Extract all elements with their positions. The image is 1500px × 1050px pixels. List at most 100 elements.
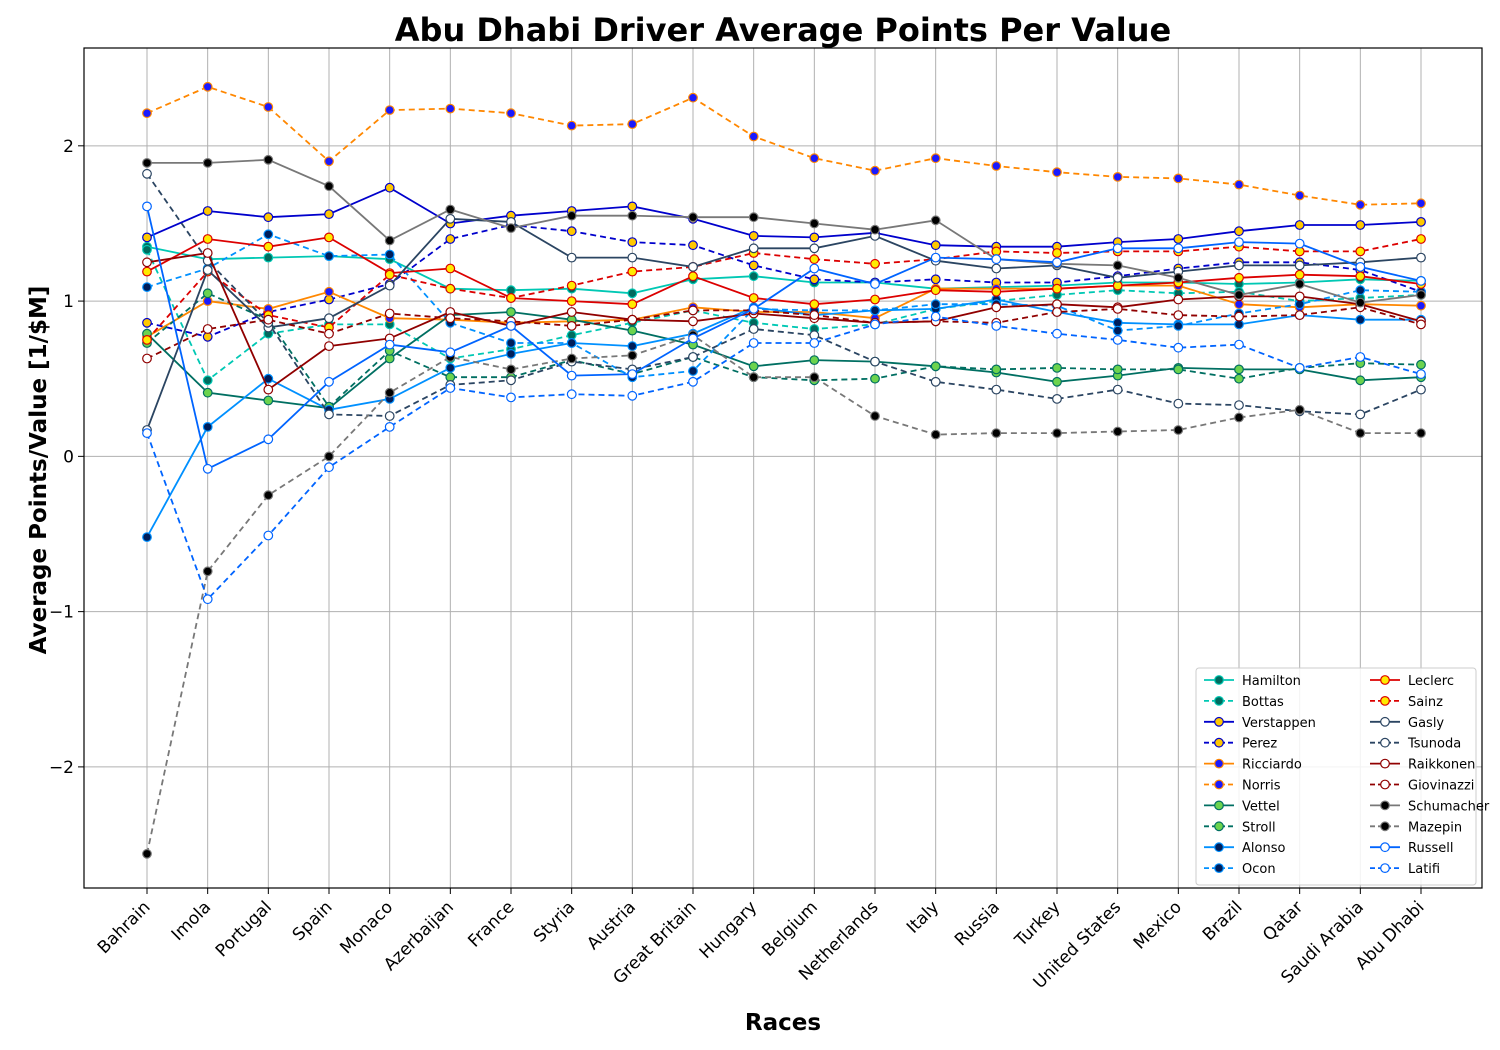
x-tick-label: Qatar xyxy=(1259,897,1307,945)
series-raikkonen xyxy=(142,248,1426,395)
legend-swatch-marker xyxy=(1380,716,1390,727)
data-point xyxy=(263,154,274,165)
data-point xyxy=(566,120,577,131)
series-schumacher xyxy=(142,154,1426,308)
x-tick-label: Spain xyxy=(289,897,337,945)
data-point xyxy=(1173,272,1184,283)
legend-label: Verstappen xyxy=(1242,716,1316,731)
legend-swatch-marker xyxy=(1214,737,1224,748)
legend-label: Ocon xyxy=(1242,862,1276,877)
data-point xyxy=(991,302,1002,313)
data-point xyxy=(688,305,698,316)
data-point xyxy=(748,243,759,254)
x-tick-label: Bahrain xyxy=(94,897,155,958)
data-point xyxy=(1294,260,1305,271)
data-point xyxy=(870,373,880,384)
series-line xyxy=(146,292,1422,409)
data-point xyxy=(1234,373,1244,384)
data-point xyxy=(930,252,941,263)
data-point xyxy=(809,310,820,321)
data-point xyxy=(142,317,152,328)
data-point xyxy=(1173,173,1184,184)
data-point xyxy=(1052,167,1062,178)
legend-label: Perez xyxy=(1242,737,1277,752)
data-point xyxy=(688,92,698,103)
legend-label: Mazepin xyxy=(1408,820,1462,835)
data-point xyxy=(1052,328,1062,339)
series-line xyxy=(146,315,1422,601)
legend-label: Bottas xyxy=(1242,695,1284,710)
data-point xyxy=(627,314,638,325)
data-point xyxy=(445,313,456,324)
data-point xyxy=(142,532,152,542)
data-point xyxy=(1294,279,1305,289)
legend-label: Raikkonen xyxy=(1408,758,1475,773)
series-line xyxy=(146,298,1421,538)
data-point xyxy=(1052,307,1062,317)
data-point xyxy=(1355,220,1366,230)
data-point xyxy=(627,210,638,221)
legend-item-alonso: Alonso xyxy=(1204,841,1285,856)
data-point xyxy=(1234,260,1244,271)
data-point xyxy=(384,269,395,280)
legend-swatch-marker xyxy=(1380,696,1390,706)
data-point xyxy=(688,333,698,344)
data-point xyxy=(748,230,759,241)
data-point xyxy=(991,384,1002,395)
data-point xyxy=(263,241,274,252)
legend-item-schumacher: Schumacher xyxy=(1370,799,1490,814)
series-norris xyxy=(142,81,1426,210)
legend-swatch-marker xyxy=(1214,779,1224,790)
data-point xyxy=(1052,248,1062,258)
data-point xyxy=(930,285,941,296)
legend-item-raikkonen: Raikkonen xyxy=(1370,758,1475,773)
data-point xyxy=(1173,342,1184,353)
data-point xyxy=(1355,199,1366,210)
series-line xyxy=(146,206,1422,471)
data-point xyxy=(1173,234,1184,244)
data-point xyxy=(263,530,274,541)
data-point xyxy=(1294,269,1305,280)
data-point xyxy=(263,395,274,406)
data-point xyxy=(324,462,334,473)
data-point xyxy=(1173,398,1184,409)
series-ocon xyxy=(142,229,1426,383)
legend-item-latifi: Latifi xyxy=(1370,862,1440,877)
legend-item-gasly: Gasly xyxy=(1370,716,1444,731)
y-tick-label: −2 xyxy=(49,758,74,778)
data-point xyxy=(202,324,213,334)
data-point xyxy=(1052,428,1062,439)
data-point xyxy=(1355,246,1366,257)
x-tick-label: Hungary xyxy=(696,897,761,962)
data-point xyxy=(1052,283,1062,294)
data-point xyxy=(809,232,820,243)
legend-item-sainz: Sainz xyxy=(1370,695,1443,710)
data-point xyxy=(263,252,274,263)
data-point xyxy=(688,262,698,272)
data-point xyxy=(324,286,334,297)
data-point xyxy=(1355,262,1366,272)
data-point xyxy=(627,252,638,263)
legend-swatch-marker xyxy=(1380,842,1390,853)
data-point xyxy=(1234,290,1244,300)
data-point xyxy=(870,319,880,330)
data-point xyxy=(142,108,152,119)
data-point xyxy=(324,156,334,167)
legend-label: Norris xyxy=(1242,779,1281,794)
data-point xyxy=(870,165,880,176)
data-point xyxy=(748,260,759,271)
data-point xyxy=(1416,252,1426,263)
series-line xyxy=(146,252,1422,391)
data-point xyxy=(506,392,516,403)
legend-swatch-marker xyxy=(1214,696,1224,706)
data-point xyxy=(202,387,213,398)
data-point xyxy=(1355,375,1366,386)
data-point xyxy=(1355,428,1366,439)
data-point xyxy=(809,372,820,383)
data-point xyxy=(324,181,334,192)
legend-label: Alonso xyxy=(1242,841,1285,856)
data-point xyxy=(263,434,274,445)
data-point xyxy=(1416,384,1426,395)
legend-swatch-marker xyxy=(1380,675,1390,685)
data-point xyxy=(1234,311,1244,322)
